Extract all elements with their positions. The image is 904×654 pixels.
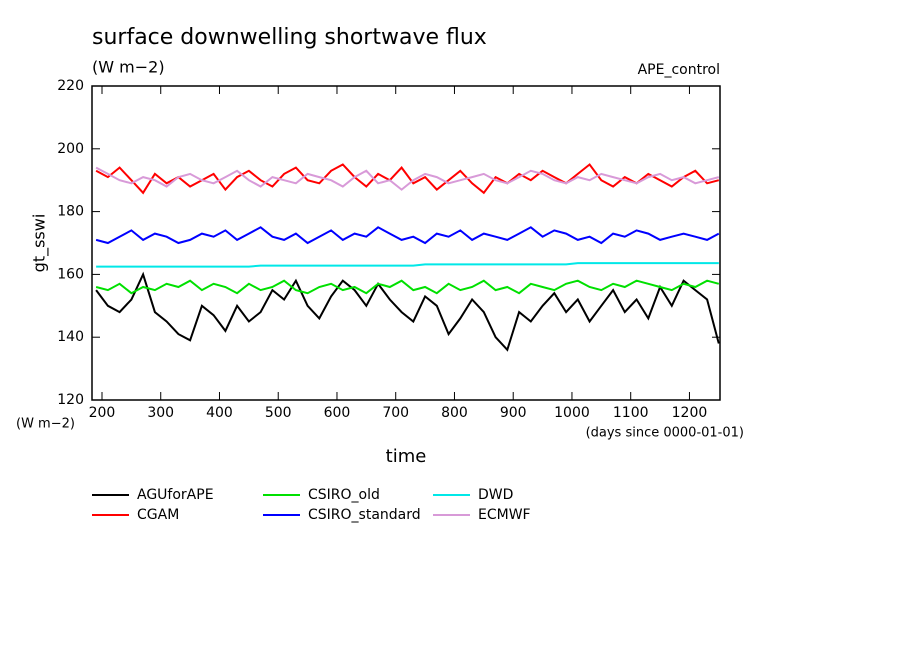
series-line — [95, 166, 720, 191]
legend-label: CSIRO_old — [308, 487, 380, 503]
legend-label: CGAM — [137, 507, 179, 523]
series-line — [95, 226, 720, 245]
y-tick-label: 200 — [57, 141, 84, 157]
x-tick-label: 500 — [265, 405, 292, 421]
x-tick-label: 300 — [147, 405, 174, 421]
x-tick-label: 700 — [382, 405, 409, 421]
series-line — [95, 163, 720, 195]
x-tick-label: 1200 — [672, 405, 708, 421]
y-tick-label: 160 — [57, 266, 84, 282]
series-line — [96, 262, 719, 268]
legend-label: ECMWF — [478, 507, 531, 523]
x-tick-label: 200 — [89, 405, 116, 421]
x-tick-label: 1100 — [613, 405, 649, 421]
x-axis-label: time — [386, 446, 427, 467]
x-tick-label: 1000 — [554, 405, 590, 421]
x-tick-label: 900 — [500, 405, 527, 421]
chart-title: surface downwelling shortwave flux — [92, 25, 487, 50]
x-tick-label: 400 — [206, 405, 233, 421]
series-line — [95, 279, 720, 295]
plot-frame — [91, 85, 721, 401]
legend-label: CSIRO_standard — [308, 507, 421, 523]
y-tick-label: 180 — [57, 204, 84, 220]
y-tick-label: 220 — [57, 78, 84, 94]
legend-label: AGUforAPE — [137, 487, 214, 503]
y-axis-label: gt_sswi — [30, 214, 50, 273]
x-tick-label: 600 — [324, 405, 351, 421]
x-tick-label: 800 — [441, 405, 468, 421]
plot-area — [95, 163, 720, 352]
chart-subtitle: (W m−2) — [92, 58, 165, 77]
y-tick-label: 140 — [57, 329, 84, 345]
series-line — [95, 271, 720, 352]
legend-label: DWD — [478, 487, 513, 503]
y-tick-label: 120 — [57, 392, 84, 408]
y-axis-unit: (W m−2) — [16, 417, 75, 432]
annotation: APE_control — [638, 62, 720, 78]
x-axis-unit: (days since 0000-01-01) — [586, 426, 744, 441]
